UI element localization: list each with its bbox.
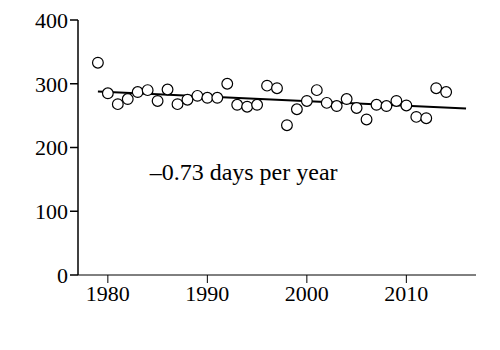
svg-text:400: 400 xyxy=(35,8,68,33)
svg-text:2000: 2000 xyxy=(285,281,329,306)
svg-text:2010: 2010 xyxy=(384,281,428,306)
svg-text:300: 300 xyxy=(35,72,68,97)
svg-text:1980: 1980 xyxy=(86,281,130,306)
svg-text:0: 0 xyxy=(57,263,68,288)
svg-text:200: 200 xyxy=(35,135,68,160)
html-text:–0.73 days per year: –0.73 days per year xyxy=(149,159,338,185)
svg-text:100: 100 xyxy=(35,199,68,224)
svg-text:1990: 1990 xyxy=(185,281,229,306)
